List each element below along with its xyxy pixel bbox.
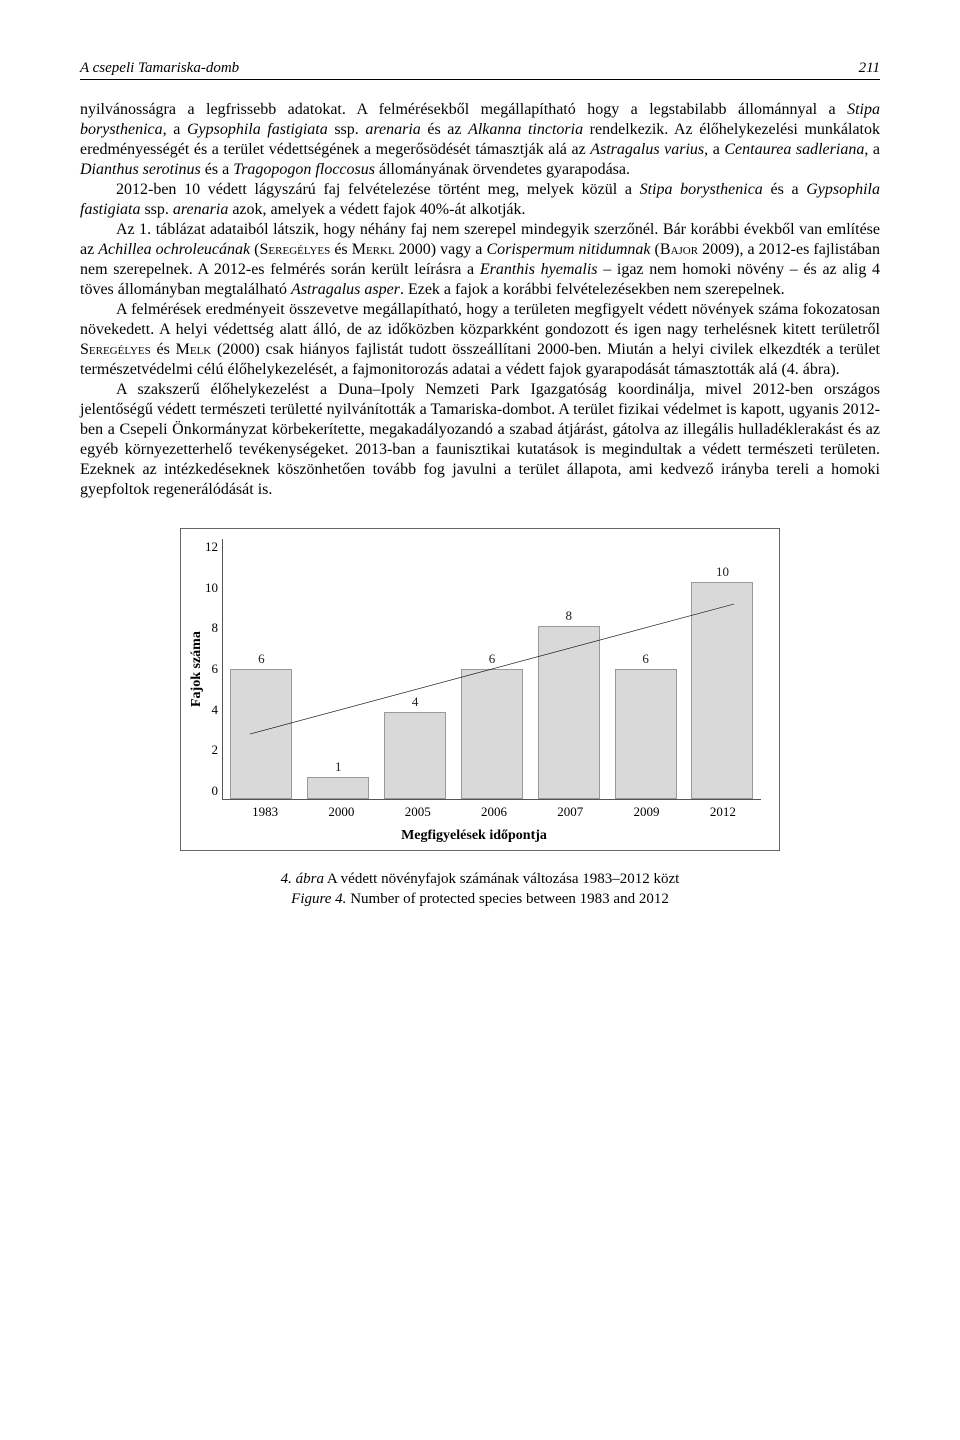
text: , a — [704, 141, 724, 158]
bar-value-label: 8 — [566, 608, 573, 624]
species-name: Achillea ochroleucának — [98, 241, 250, 258]
y-tick: 12 — [205, 539, 218, 555]
bar-rect — [691, 582, 753, 799]
species-name: Astragalus asper — [291, 281, 400, 298]
y-tick: 4 — [212, 702, 219, 718]
paragraph-4: A felmérések eredményeit összevetve megá… — [80, 300, 880, 380]
species-name: Centaurea sadleriana — [724, 141, 864, 158]
x-tick: 2005 — [405, 804, 431, 820]
page-number: 211 — [859, 60, 880, 77]
x-tick: 2006 — [481, 804, 507, 820]
bar-value-label: 6 — [489, 651, 496, 667]
bar: 1 — [307, 759, 369, 799]
text: azok, amelyek a védett fajok 40%-át alko… — [228, 201, 525, 218]
text: . Ezek a fajok a korábbi felvételezésekb… — [400, 281, 785, 298]
caption-text-hu: A védett növényfajok számának változása … — [324, 871, 679, 887]
species-name: Gypsophila fastigiata — [187, 121, 328, 138]
species-name: Eranthis hyemalis — [480, 261, 598, 278]
text: állományának örvendetes gyarapodása. — [375, 161, 630, 178]
author-name: Melk — [176, 341, 212, 358]
bar: 6 — [461, 651, 523, 799]
bar: 6 — [615, 651, 677, 799]
x-tick: 2009 — [634, 804, 660, 820]
text: , a — [163, 121, 187, 138]
author-name: Merkl — [352, 241, 395, 258]
text: és a — [763, 181, 806, 198]
paragraph-5: A szakszerű élőhelykezelést a Duna–Ipoly… — [80, 380, 880, 500]
bar-rect — [384, 712, 446, 799]
species-name: Astragalus varius — [590, 141, 704, 158]
running-title: A csepeli Tamariska-domb — [80, 60, 239, 77]
text: 2000) vagy a — [395, 241, 487, 258]
caption-label-hu: 4. ábra — [281, 871, 324, 887]
chart-frame: Fajok száma 12 10 8 6 4 2 0 6 1 4 6 8 6 10 198… — [180, 528, 780, 851]
x-tick: 2012 — [710, 804, 736, 820]
text: és az — [421, 121, 468, 138]
paragraph-2: 2012-ben 10 védett lágyszárú faj felvéte… — [80, 180, 880, 220]
text: ssp. — [140, 201, 172, 218]
y-tick: 0 — [212, 783, 219, 799]
text: A felmérések eredményeit összevetve megá… — [80, 301, 880, 338]
species-name: Dianthus serotinus — [80, 161, 201, 178]
species-name: Corispermum nitidumnak — [486, 241, 650, 258]
y-tick: 2 — [212, 742, 219, 758]
bar-value-label: 4 — [412, 694, 419, 710]
caption-text-en: Number of protected species between 1983… — [346, 891, 668, 907]
text: 2012-ben 10 védett lágyszárú faj felvéte… — [116, 181, 640, 198]
bar-value-label: 6 — [258, 651, 265, 667]
bar-rect — [538, 626, 600, 799]
author-name: Bajor — [660, 241, 698, 258]
species-chart: Fajok száma 12 10 8 6 4 2 0 6 1 4 6 8 6 10 198… — [180, 528, 780, 910]
species-name: Stipa borysthenica — [640, 181, 763, 198]
x-axis-label: Megfigyelések időpontja — [187, 828, 761, 844]
y-axis-ticks: 12 10 8 6 4 2 0 — [205, 539, 222, 799]
species-name: Alkanna tinctoria — [468, 121, 583, 138]
text: és — [151, 341, 176, 358]
text: és — [330, 241, 351, 258]
figure-caption: 4. ábra A védett növényfajok számának vá… — [180, 869, 780, 910]
bars-container: 6 1 4 6 8 6 10 — [223, 539, 761, 799]
plot-area: 6 1 4 6 8 6 10 — [222, 539, 761, 800]
bar-value-label: 1 — [335, 759, 342, 775]
text: A szakszerű élőhelykezelést a Duna–Ipoly… — [80, 381, 880, 498]
bar-rect — [230, 669, 292, 799]
text: és a — [201, 161, 233, 178]
x-tick: 2007 — [557, 804, 583, 820]
bar-rect — [615, 669, 677, 799]
y-axis-label: Fajok száma — [187, 539, 205, 800]
y-tick: 6 — [212, 661, 219, 677]
bar: 4 — [384, 694, 446, 799]
y-tick: 8 — [212, 620, 219, 636]
article-body: nyilvánosságra a legfrissebb adatokat. A… — [80, 100, 880, 500]
running-header: A csepeli Tamariska-domb 211 — [80, 60, 880, 80]
x-axis-ticks: 1983 2000 2005 2006 2007 2009 2012 — [227, 804, 761, 820]
species-name: Tragopogon floccosus — [233, 161, 375, 178]
bar: 8 — [538, 608, 600, 799]
x-tick: 1983 — [252, 804, 278, 820]
caption-label-en: Figure 4. — [291, 891, 346, 907]
x-tick: 2000 — [328, 804, 354, 820]
text: ( — [250, 241, 259, 258]
bar-rect — [461, 669, 523, 799]
author-name: Seregélyes — [80, 341, 151, 358]
bar: 6 — [230, 651, 292, 799]
species-name: arenaria — [173, 201, 228, 218]
author-name: Seregélyes — [260, 241, 331, 258]
paragraph-1: nyilvánosságra a legfrissebb adatokat. A… — [80, 100, 880, 180]
paragraph-3: Az 1. táblázat adataiból látszik, hogy n… — [80, 220, 880, 300]
text: ( — [651, 241, 660, 258]
bar-rect — [307, 777, 369, 799]
bar-value-label: 10 — [716, 564, 729, 580]
bar: 10 — [691, 564, 753, 799]
text: ssp. — [328, 121, 366, 138]
text: nyilvánosságra a legfrissebb adatokat. A… — [80, 101, 847, 118]
y-tick: 10 — [205, 580, 218, 596]
bar-value-label: 6 — [642, 651, 649, 667]
species-name: arenaria — [365, 121, 420, 138]
text: , a — [864, 141, 880, 158]
